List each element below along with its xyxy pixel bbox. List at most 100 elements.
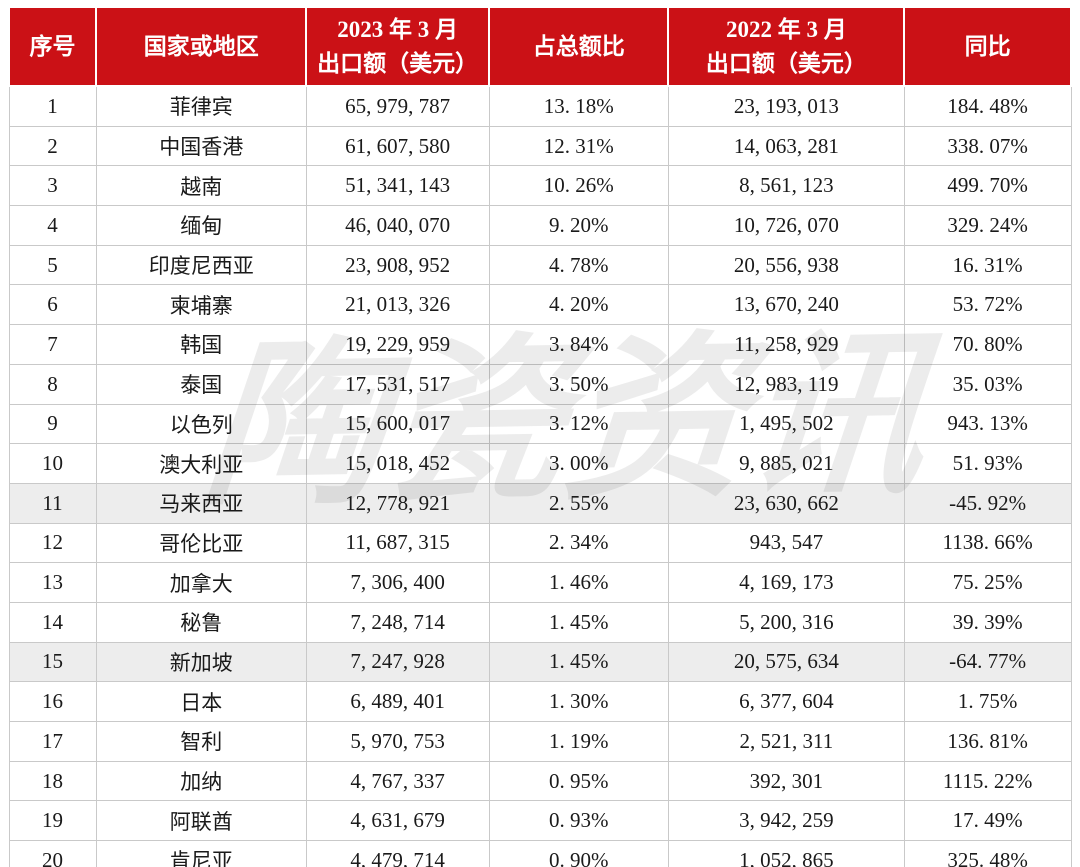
col-header-yoy: 同比 <box>903 6 1072 87</box>
table-row: 18 加纳 4, 767, 337 0. 95% 392, 301 1115. … <box>8 760 1072 802</box>
cell-export-2022: 23, 630, 662 <box>667 482 905 524</box>
table-row: 10 澳大利亚 15, 018, 452 3. 00% 9, 885, 021 … <box>8 443 1072 484</box>
cell-country: 日本 <box>95 681 307 722</box>
cell-yoy: 1138. 66% <box>903 522 1072 564</box>
cell-yoy: 70. 80% <box>903 324 1072 365</box>
cell-share: 3. 50% <box>488 363 669 405</box>
cell-rank: 3 <box>8 165 97 207</box>
cell-country: 加拿大 <box>95 562 307 603</box>
header-row: 序号 国家或地区 2023 年 3 月 出口额（美元） 占总额比 2022 年 … <box>7 6 1072 87</box>
cell-country: 哥伦比亚 <box>95 522 307 564</box>
cell-rank: 6 <box>8 284 97 326</box>
cell-export-2022: 10, 726, 070 <box>667 205 905 246</box>
cell-share: 13. 18% <box>488 85 669 127</box>
cell-share: 10. 26% <box>488 165 669 207</box>
header-label-line2: 出口额（美元） <box>317 50 479 76</box>
cell-export-2023: 15, 018, 452 <box>305 443 490 484</box>
table-row: 2 中国香港 61, 607, 580 12. 31% 14, 063, 281… <box>8 125 1072 167</box>
cell-share: 1. 45% <box>488 601 669 643</box>
table-row: 5 印度尼西亚 23, 908, 952 4. 78% 20, 556, 938… <box>8 244 1072 286</box>
cell-export-2023: 46, 040, 070 <box>305 205 490 246</box>
cell-rank: 14 <box>8 601 97 643</box>
table-row: 20 肯尼亚 4, 479, 714 0. 90% 1, 052, 865 32… <box>8 840 1072 867</box>
cell-country: 马来西亚 <box>95 482 307 524</box>
table-row: 15 新加坡 7, 247, 928 1. 45% 20, 575, 634 -… <box>8 641 1072 683</box>
cell-yoy: 53. 72% <box>903 284 1072 326</box>
cell-export-2022: 11, 258, 929 <box>667 324 905 365</box>
header-label: 同比 <box>964 33 1011 59</box>
cell-country: 中国香港 <box>95 125 307 167</box>
header-label-line1: 2022 年 3 月 <box>725 17 847 43</box>
header-label-line1: 2023 年 3 月 <box>337 17 459 43</box>
cell-yoy: 39. 39% <box>903 601 1072 643</box>
cell-share: 3. 84% <box>488 324 669 365</box>
cell-rank: 18 <box>8 760 97 802</box>
cell-yoy: 338. 07% <box>903 125 1072 167</box>
cell-export-2023: 5, 970, 753 <box>305 721 490 762</box>
cell-country: 阿联酋 <box>95 800 307 842</box>
table-header: 序号 国家或地区 2023 年 3 月 出口额（美元） 占总额比 2022 年 … <box>7 6 1072 87</box>
col-header-export-2023: 2023 年 3 月 出口额（美元） <box>305 6 490 87</box>
cell-export-2023: 4, 767, 337 <box>305 760 490 802</box>
table-row: 12 哥伦比亚 11, 687, 315 2. 34% 943, 547 113… <box>8 522 1072 564</box>
cell-rank: 4 <box>8 205 97 246</box>
cell-share: 12. 31% <box>488 125 669 167</box>
table-row: 1 菲律宾 65, 979, 787 13. 18% 23, 193, 013 … <box>8 85 1072 127</box>
table-row: 19 阿联酋 4, 631, 679 0. 93% 3, 942, 259 17… <box>8 800 1072 842</box>
cell-yoy: 136. 81% <box>903 721 1072 762</box>
col-header-rank: 序号 <box>7 6 98 87</box>
cell-country: 韩国 <box>95 324 307 365</box>
cell-country: 新加坡 <box>95 641 307 683</box>
cell-export-2022: 8, 561, 123 <box>667 165 905 207</box>
cell-country: 泰国 <box>95 363 307 405</box>
cell-export-2022: 9, 885, 021 <box>667 443 905 484</box>
cell-country: 缅甸 <box>95 205 307 246</box>
cell-export-2022: 1, 052, 865 <box>667 840 905 867</box>
export-table: 序号 国家或地区 2023 年 3 月 出口额（美元） 占总额比 2022 年 … <box>7 6 1072 867</box>
cell-rank: 19 <box>8 800 97 842</box>
cell-yoy: 75. 25% <box>903 562 1072 603</box>
cell-export-2023: 7, 248, 714 <box>305 601 490 643</box>
cell-export-2023: 6, 489, 401 <box>305 681 490 722</box>
col-header-export-2022: 2022 年 3 月 出口额（美元） <box>667 6 906 87</box>
cell-export-2022: 6, 377, 604 <box>667 681 905 722</box>
cell-export-2023: 17, 531, 517 <box>305 363 490 405</box>
cell-rank: 15 <box>8 641 97 683</box>
cell-export-2022: 12, 983, 119 <box>667 363 905 405</box>
cell-share: 2. 55% <box>488 482 669 524</box>
table-body: 1 菲律宾 65, 979, 787 13. 18% 23, 193, 013 … <box>8 85 1072 867</box>
cell-export-2022: 20, 556, 938 <box>667 244 905 286</box>
cell-yoy: 325. 48% <box>903 840 1072 867</box>
cell-yoy: -64. 77% <box>903 641 1072 683</box>
cell-export-2022: 14, 063, 281 <box>667 125 905 167</box>
cell-yoy: 1. 75% <box>903 681 1072 722</box>
cell-rank: 11 <box>8 482 97 524</box>
table-row: 16 日本 6, 489, 401 1. 30% 6, 377, 604 1. … <box>8 681 1072 722</box>
table-row: 9 以色列 15, 600, 017 3. 12% 1, 495, 502 94… <box>8 403 1072 445</box>
cell-export-2023: 23, 908, 952 <box>305 244 490 286</box>
cell-export-2023: 11, 687, 315 <box>305 522 490 564</box>
cell-export-2022: 3, 942, 259 <box>667 800 905 842</box>
cell-yoy: 499. 70% <box>903 165 1072 207</box>
cell-yoy: 184. 48% <box>903 85 1072 127</box>
cell-rank: 17 <box>8 721 97 762</box>
table-row: 14 秘鲁 7, 248, 714 1. 45% 5, 200, 316 39.… <box>8 601 1072 643</box>
cell-export-2023: 4, 479, 714 <box>305 840 490 867</box>
table-row: 3 越南 51, 341, 143 10. 26% 8, 561, 123 49… <box>8 165 1072 207</box>
col-header-country: 国家或地区 <box>95 6 308 87</box>
cell-share: 4. 20% <box>488 284 669 326</box>
cell-share: 2. 34% <box>488 522 669 564</box>
cell-export-2022: 392, 301 <box>667 760 905 802</box>
cell-export-2023: 65, 979, 787 <box>305 85 490 127</box>
cell-share: 1. 19% <box>488 721 669 762</box>
header-label: 序号 <box>29 33 76 59</box>
cell-export-2023: 19, 229, 959 <box>305 324 490 365</box>
cell-export-2022: 2, 521, 311 <box>667 721 905 762</box>
cell-country: 智利 <box>95 721 307 762</box>
table-row: 11 马来西亚 12, 778, 921 2. 55% 23, 630, 662… <box>8 482 1072 524</box>
cell-country: 秘鲁 <box>95 601 307 643</box>
cell-country: 印度尼西亚 <box>95 244 307 286</box>
table-row: 13 加拿大 7, 306, 400 1. 46% 4, 169, 173 75… <box>8 562 1072 603</box>
cell-rank: 12 <box>8 522 97 564</box>
